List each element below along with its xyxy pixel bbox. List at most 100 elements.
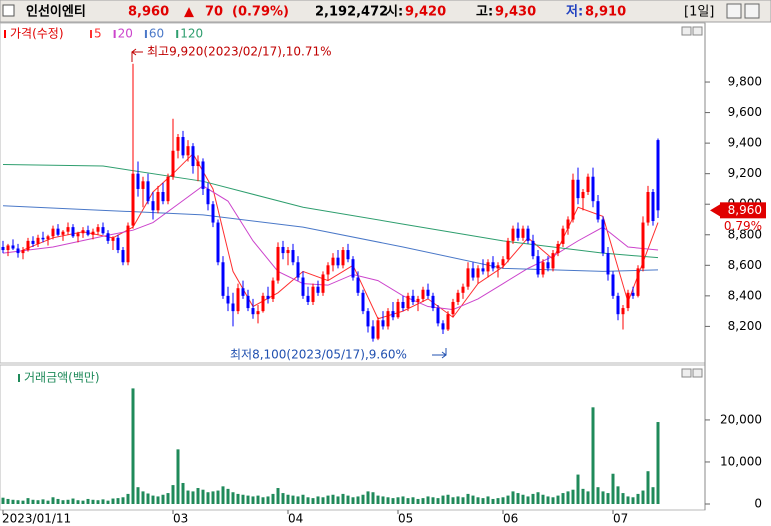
candle-body bbox=[601, 219, 605, 254]
candle-body bbox=[406, 295, 410, 309]
volume-bar bbox=[351, 497, 355, 504]
volume-bar bbox=[621, 493, 625, 504]
legend-label: 120 bbox=[180, 27, 203, 41]
candle-body bbox=[256, 311, 260, 315]
volume-bar bbox=[166, 493, 170, 504]
y-tick-label: 0 bbox=[754, 497, 762, 511]
low-arrow bbox=[432, 348, 447, 359]
candle-body bbox=[511, 228, 515, 241]
candle-body bbox=[246, 295, 250, 309]
low-annotation: 최저8,100(2023/05/17),9.60% bbox=[230, 348, 407, 362]
candle-body bbox=[291, 250, 295, 263]
change: 70 bbox=[205, 5, 223, 20]
stock-name: 인선이엔티 bbox=[26, 4, 86, 20]
minimize-button[interactable] bbox=[726, 3, 742, 19]
candle-body bbox=[396, 301, 400, 318]
volume-bar bbox=[536, 492, 540, 504]
y-tick-label: 9,400 bbox=[728, 136, 762, 150]
legend-marker bbox=[144, 30, 147, 38]
period[interactable]: [1일] bbox=[684, 5, 714, 20]
volume-bar bbox=[121, 497, 125, 504]
volume-bar bbox=[111, 498, 115, 504]
candle-body bbox=[46, 236, 50, 240]
candle-body bbox=[416, 298, 420, 302]
close-button[interactable] bbox=[744, 3, 760, 19]
legend-label: 60 bbox=[149, 27, 164, 41]
candle-body bbox=[646, 192, 650, 223]
x-tick-label: 2023/01/11 bbox=[2, 512, 71, 526]
candle-body bbox=[391, 311, 395, 318]
candle-body bbox=[576, 179, 580, 199]
candle-body bbox=[411, 295, 415, 302]
candle-body bbox=[6, 245, 10, 251]
volume-bar bbox=[441, 495, 445, 504]
price-legend-title: 가격(수정) bbox=[10, 27, 64, 41]
candle-body bbox=[521, 228, 525, 238]
candle-body bbox=[31, 240, 35, 244]
low-label: 저: bbox=[566, 5, 583, 20]
candle-body bbox=[206, 188, 210, 205]
volume-bar bbox=[571, 489, 575, 504]
volume-bar bbox=[481, 498, 485, 504]
volume-bar bbox=[361, 494, 365, 504]
price-tag-label: 8,960 bbox=[728, 203, 762, 217]
header-icon[interactable] bbox=[2, 4, 15, 17]
candle-body bbox=[626, 292, 630, 309]
candle-body bbox=[71, 227, 75, 237]
panel-button[interactable] bbox=[692, 26, 703, 36]
volume-bar bbox=[636, 493, 640, 504]
candle-body bbox=[261, 295, 265, 312]
volume-bar bbox=[586, 491, 590, 504]
candle-body bbox=[146, 181, 150, 202]
candle-body bbox=[451, 301, 455, 315]
candle-body bbox=[126, 225, 130, 263]
candle-body bbox=[176, 137, 180, 151]
volume-bar bbox=[541, 494, 545, 504]
header-bar bbox=[0, 0, 771, 23]
volume-bar bbox=[16, 500, 20, 504]
candle-body bbox=[61, 231, 65, 235]
candle-body bbox=[476, 268, 480, 278]
open: 9,420 bbox=[405, 5, 446, 20]
candle-body bbox=[36, 237, 40, 244]
volume-bar bbox=[236, 493, 240, 504]
candle-body bbox=[631, 292, 635, 296]
volume-bar bbox=[591, 407, 595, 504]
candle-body bbox=[81, 230, 85, 234]
candle-body bbox=[186, 146, 190, 156]
y-tick-label: 8,800 bbox=[728, 227, 762, 241]
candle-body bbox=[526, 228, 530, 241]
candle-body bbox=[401, 301, 405, 309]
candle-body bbox=[51, 228, 55, 237]
volume-bar bbox=[506, 495, 510, 504]
volume-bar bbox=[256, 495, 260, 504]
candle-body bbox=[196, 161, 200, 167]
volume-bar bbox=[581, 488, 585, 504]
candle-body bbox=[321, 274, 325, 293]
volume-bar bbox=[266, 496, 270, 504]
legend-marker bbox=[18, 374, 20, 382]
high: 9,430 bbox=[495, 5, 536, 20]
volume-bar bbox=[21, 500, 25, 504]
volume-bar bbox=[11, 499, 15, 504]
volume-bar bbox=[211, 491, 215, 504]
candle-body bbox=[581, 192, 585, 199]
y-tick-label: 8,400 bbox=[728, 288, 762, 302]
y-tick-label: 8,200 bbox=[728, 319, 762, 333]
panel-button[interactable] bbox=[692, 368, 703, 378]
volume-bar bbox=[436, 498, 440, 504]
volume-bar bbox=[366, 491, 370, 504]
candle-body bbox=[271, 280, 275, 299]
panel-button[interactable] bbox=[681, 368, 692, 378]
panel-button[interactable] bbox=[681, 26, 692, 36]
candle-body bbox=[91, 231, 95, 235]
volume-bar bbox=[251, 496, 255, 504]
volume-bar bbox=[546, 496, 550, 504]
volume-bar bbox=[91, 499, 95, 504]
volume-bar bbox=[371, 492, 375, 504]
candle-body bbox=[216, 222, 220, 263]
volume-bar bbox=[406, 498, 410, 504]
volume-bar bbox=[456, 496, 460, 504]
volume-bar bbox=[261, 497, 265, 504]
volume-bar bbox=[651, 487, 655, 504]
